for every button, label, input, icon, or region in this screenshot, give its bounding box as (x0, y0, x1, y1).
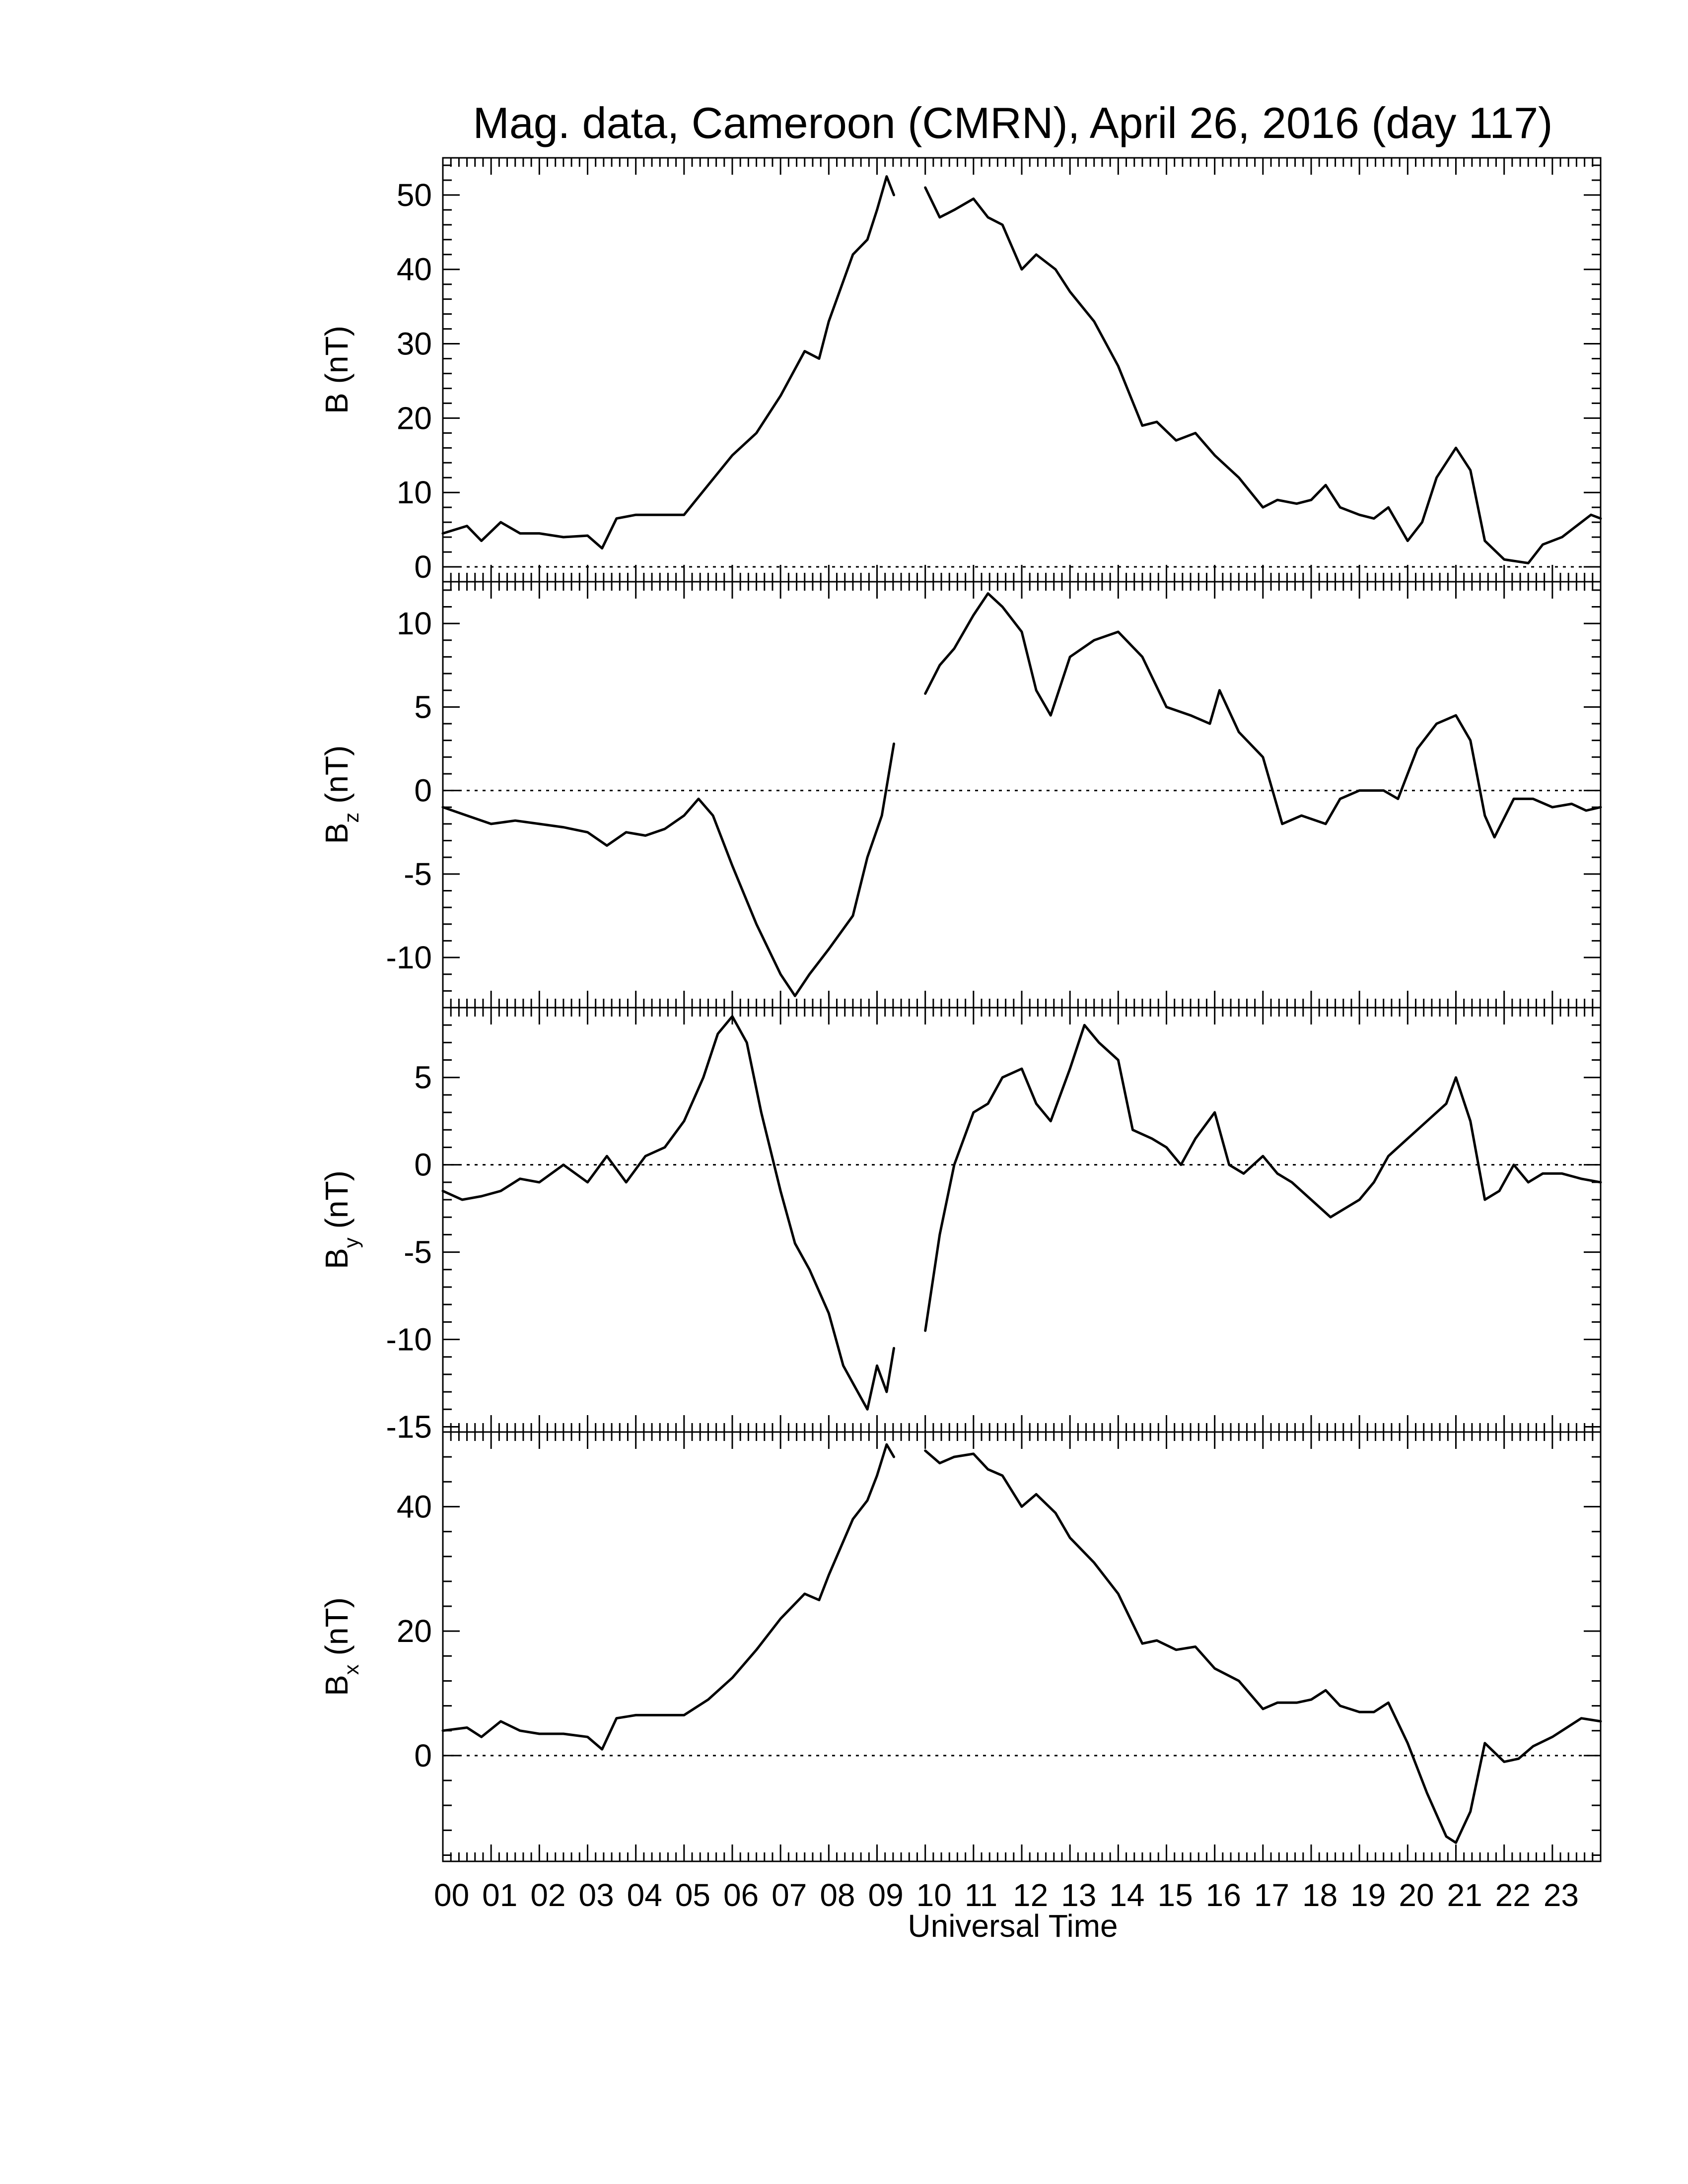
y-tick-label: 10 (397, 475, 432, 510)
panel-1: 0 10 20 30 40 50 B (nT) (319, 157, 1602, 585)
y-axis-label-unit: (nT) (319, 1170, 354, 1237)
y-tick-label: -15 (386, 1409, 432, 1444)
x-tick-label: 22 (1495, 1877, 1531, 1913)
x-axis-label: Universal Time (908, 1908, 1118, 1944)
x-tick-label: 20 (1399, 1877, 1434, 1913)
y-tick-label: 40 (397, 1489, 432, 1524)
y-axis-label-unit: (nT) (319, 1597, 354, 1664)
y-axis-label-main: B (319, 393, 354, 414)
x-tick-label: 01 (482, 1877, 517, 1913)
y-axis-label: Bz (nT) (319, 746, 363, 844)
x-tick-label: 05 (675, 1877, 710, 1913)
y-tick-label: 20 (397, 1613, 432, 1649)
y-axis-label-main: B (319, 1248, 354, 1269)
y-tick-label: 0 (414, 1738, 432, 1774)
y-axis-label: B (nT) (319, 326, 354, 414)
x-tick-label: 16 (1206, 1877, 1241, 1913)
y-axis-label-subscript: z (340, 813, 363, 823)
x-tick-label: 13 (1061, 1877, 1096, 1913)
x-tick-label: 03 (579, 1877, 614, 1913)
y-axis-label-subscript: y (340, 1237, 363, 1248)
y-axis-label: By (nT) (319, 1170, 363, 1269)
panel-2: -10 -5 0 5 10 Bz (nT) (319, 581, 1602, 1009)
y-axis-label-unit: (nT) (319, 326, 354, 393)
y-tick-label: -10 (386, 1322, 432, 1358)
panel-4: 0 20 40 Bx (nT) (319, 1431, 1602, 1862)
x-tick-label: 15 (1158, 1877, 1193, 1913)
x-tick-label: 06 (723, 1877, 759, 1913)
y-tick-label: 0 (414, 549, 432, 585)
data-series-line (441, 592, 1602, 997)
x-tick-label: 21 (1447, 1877, 1482, 1913)
y-tick-label: 10 (397, 606, 432, 641)
y-tick-label: 20 (397, 400, 432, 436)
y-tick-label: 5 (414, 1060, 432, 1095)
data-series-line (441, 1443, 1602, 1844)
y-tick-label: -5 (404, 1234, 432, 1270)
y-axis-label-main: B (319, 823, 354, 844)
y-axis-label-unit: (nT) (319, 746, 354, 813)
y-axis-label-main: B (319, 1675, 354, 1696)
data-series-line (441, 175, 1602, 564)
panel-3: -15 -10 -5 0 5 By (nT) (319, 1007, 1602, 1444)
y-tick-label: 50 (397, 177, 432, 213)
panel-frame (442, 1431, 1602, 1862)
x-tick-label: 19 (1350, 1877, 1386, 1913)
y-tick-label: -5 (404, 856, 432, 892)
y-axis-label-subscript: x (340, 1664, 363, 1675)
x-tick-label: 17 (1254, 1877, 1289, 1913)
x-tick-label: 00 (434, 1877, 469, 1913)
x-tick-label: 10 (916, 1877, 952, 1913)
x-tick-label: 18 (1302, 1877, 1337, 1913)
y-axis-label: Bx (nT) (319, 1597, 363, 1696)
x-tick-label: 09 (868, 1877, 904, 1913)
x-tick-label: 14 (1109, 1877, 1144, 1913)
x-tick-label: 07 (772, 1877, 807, 1913)
y-tick-label: -10 (386, 940, 432, 975)
y-tick-label: 5 (414, 689, 432, 725)
x-tick-label: 02 (530, 1877, 565, 1913)
y-tick-label: 0 (414, 773, 432, 809)
x-tick-label: 23 (1544, 1877, 1579, 1913)
x-tick-label: 12 (1013, 1877, 1048, 1913)
y-tick-label: 30 (397, 326, 432, 362)
x-tick-label: 04 (627, 1877, 662, 1913)
x-tick-label: 08 (820, 1877, 855, 1913)
y-tick-label: 0 (414, 1147, 432, 1183)
x-tick-label: 11 (965, 1877, 997, 1913)
chart-title: Mag. data, Cameroon (CMRN), April 26, 20… (473, 98, 1553, 147)
data-series-line (441, 1015, 1602, 1411)
y-tick-label: 40 (397, 252, 432, 287)
panel-frame (442, 581, 1602, 1009)
